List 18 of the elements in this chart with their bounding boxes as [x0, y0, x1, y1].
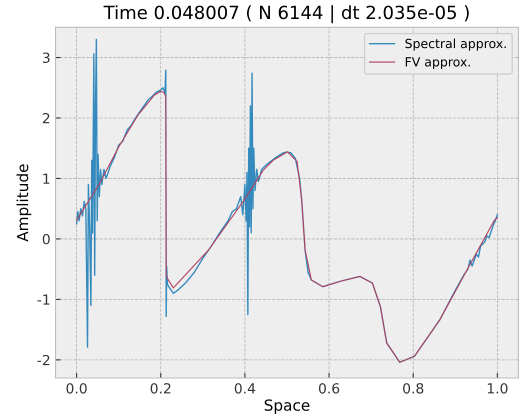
- y-tick-label: 2: [42, 112, 50, 124]
- x-axis-title: Space: [264, 399, 310, 414]
- line-series: [76, 90, 498, 363]
- legend-label: Spectral approx.: [405, 38, 506, 51]
- x-tick-label: 0.8: [403, 383, 424, 394]
- x-tick-label: 1.0: [488, 383, 508, 394]
- y-tick-label: -2: [38, 354, 50, 366]
- y-tick-label: 3: [42, 52, 50, 64]
- y-tick-label: 1: [43, 174, 50, 184]
- y-tick-label: -1: [38, 294, 50, 305]
- chart-title: Time 0.048007 ( N 6144 | dt 2.035e-05 ): [104, 5, 469, 24]
- x-tick-label: 0.4: [234, 383, 256, 394]
- legend-label: FV approx.: [406, 57, 470, 69]
- x-tick-label: 0.0: [66, 383, 87, 394]
- x-tick-label: 0.2: [150, 383, 170, 394]
- x-tick-label: 0.6: [318, 383, 340, 394]
- y-tick-label: 0: [42, 234, 50, 244]
- y-axis-title: Amplitude: [16, 164, 32, 242]
